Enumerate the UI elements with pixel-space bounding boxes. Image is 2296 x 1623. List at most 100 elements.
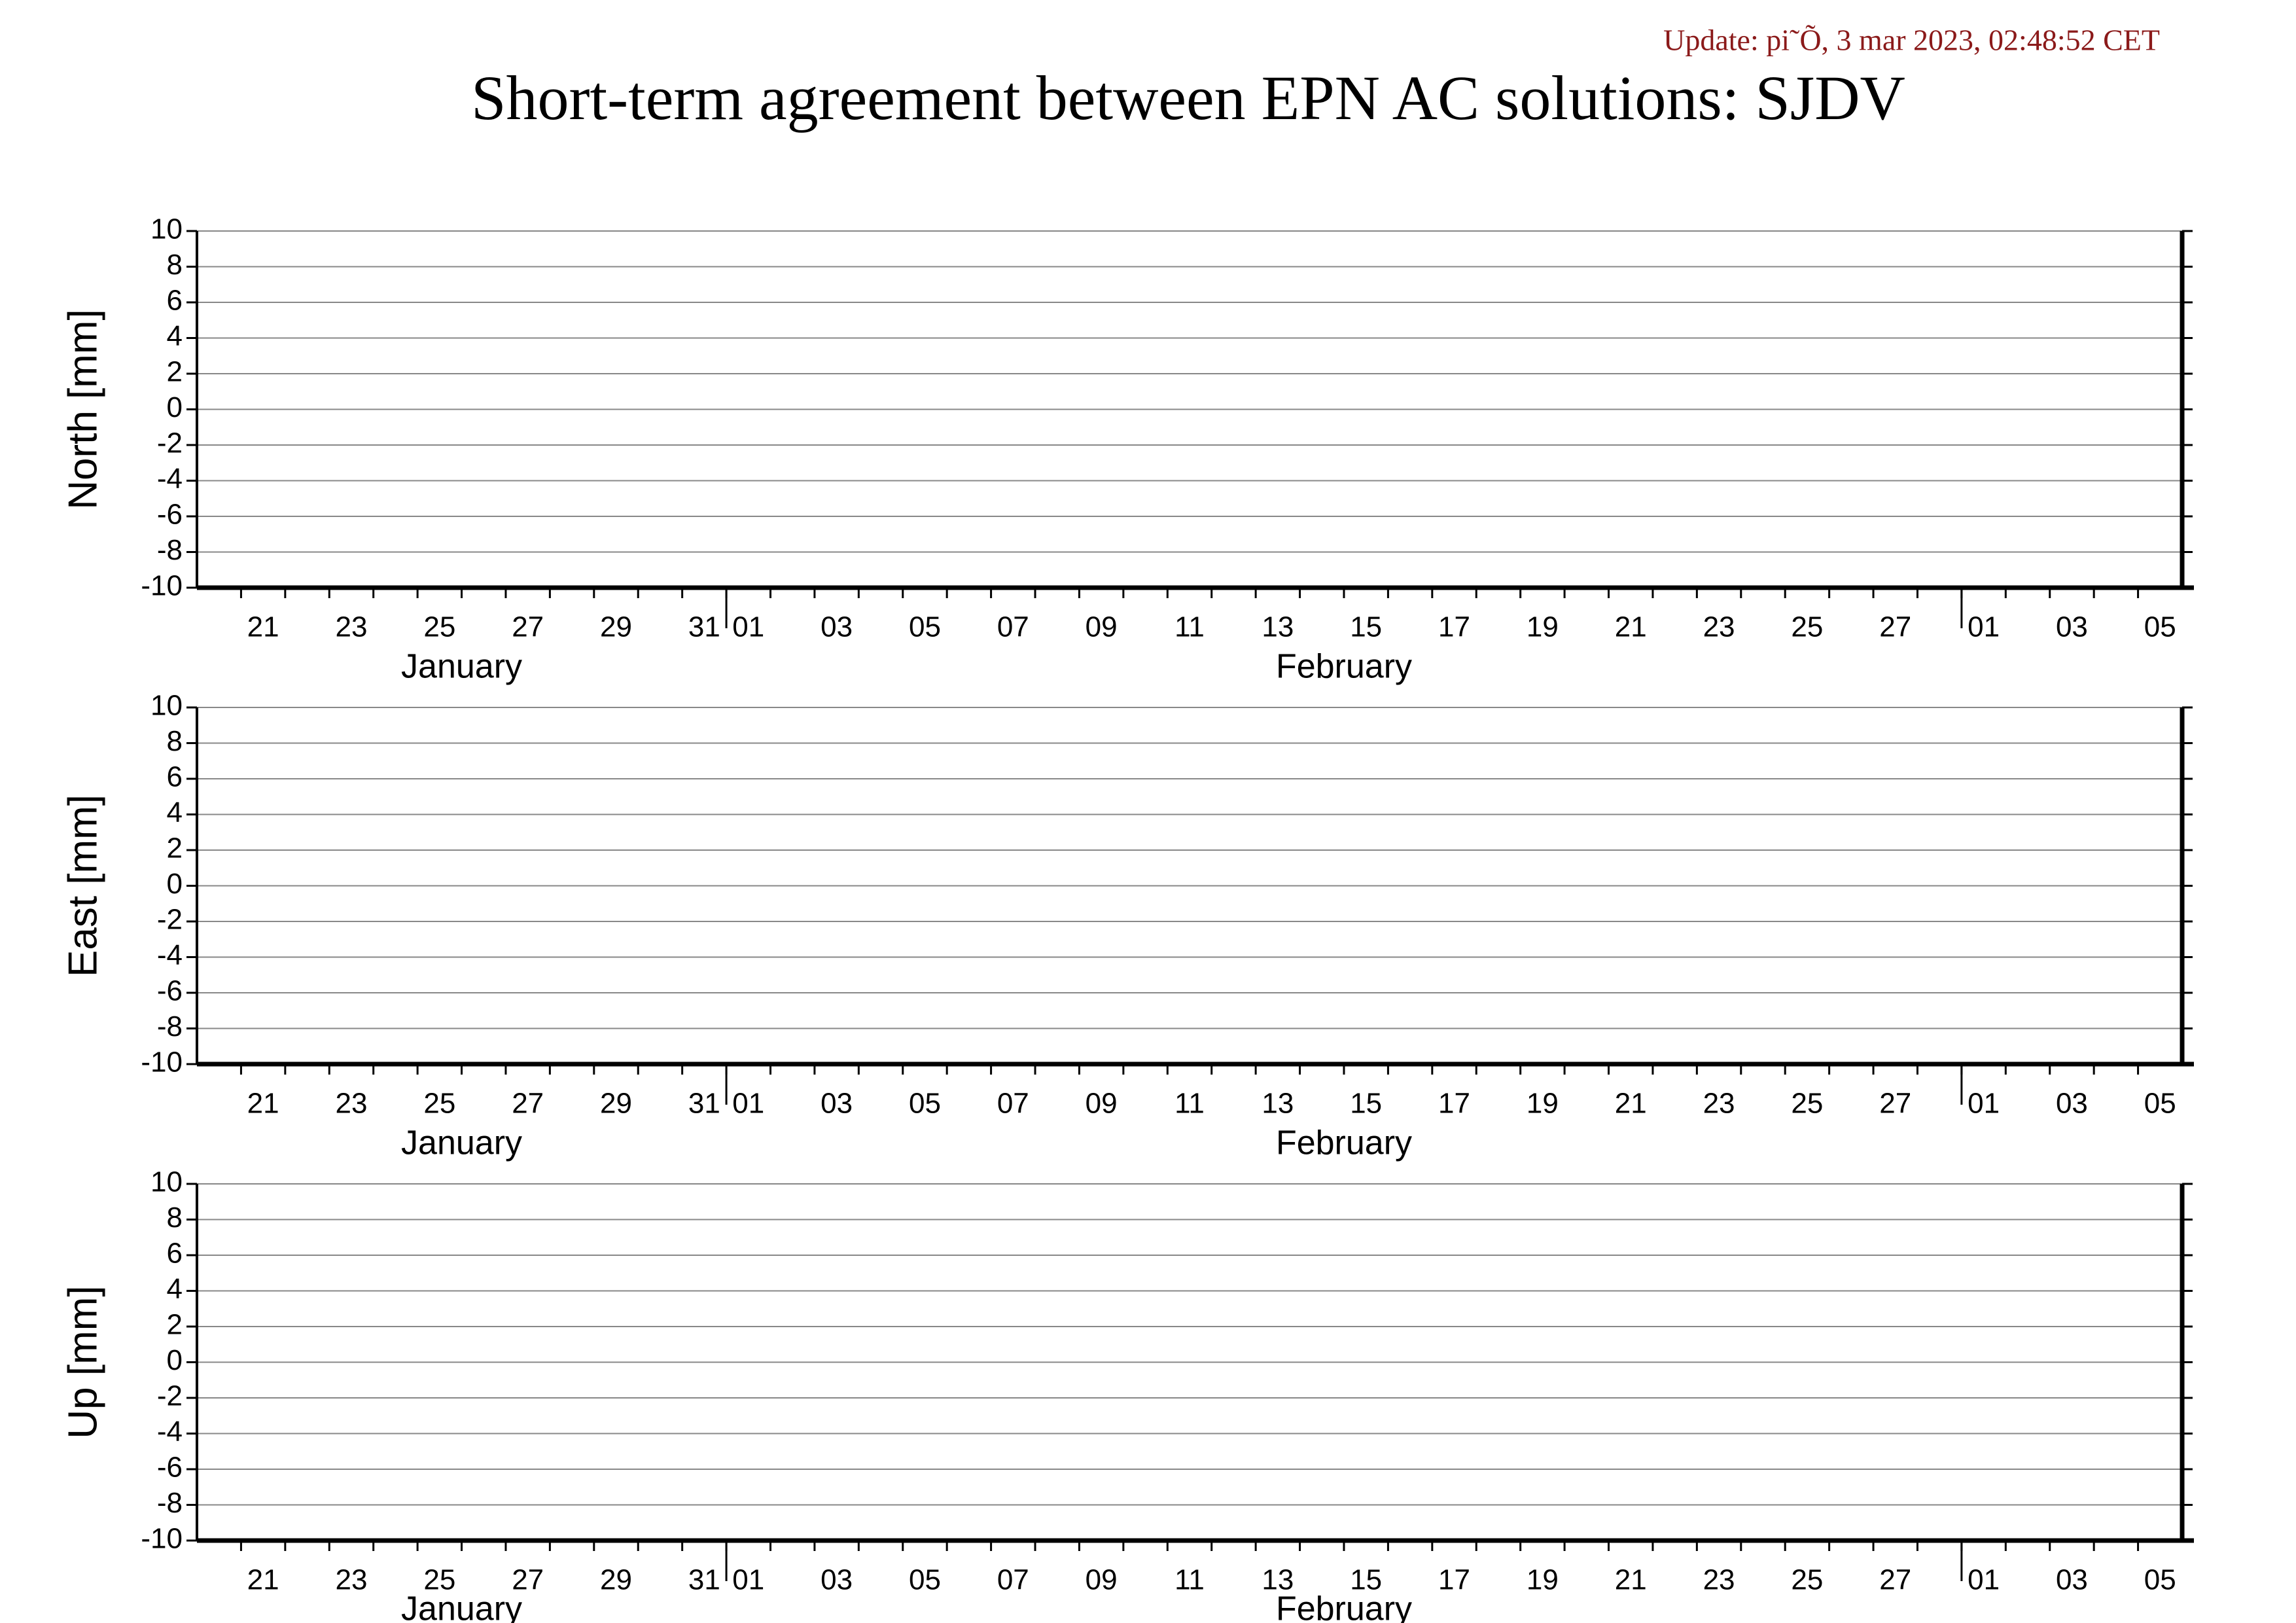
x-tick-label: 01 bbox=[732, 1564, 764, 1596]
x-tick-label: 09 bbox=[1086, 1088, 1118, 1120]
x-tick-label: 05 bbox=[909, 1564, 941, 1596]
x-tick-label: 19 bbox=[1527, 1088, 1559, 1120]
y-tick-label: -2 bbox=[157, 427, 183, 459]
y-tick-label: -8 bbox=[157, 534, 183, 566]
x-tick-label: 01 bbox=[1968, 1564, 2000, 1596]
y-tick-label: -2 bbox=[157, 1380, 183, 1412]
x-tick-label: 29 bbox=[600, 1564, 632, 1596]
chart-title: Short-term agreement between EPN AC solu… bbox=[471, 63, 1905, 133]
x-tick-label: 25 bbox=[1791, 611, 1823, 643]
x-tick-label: 15 bbox=[1350, 1564, 1382, 1596]
y-tick-label: -10 bbox=[141, 1523, 183, 1555]
x-tick-label: 03 bbox=[2056, 1088, 2088, 1120]
y-axis-label: Up [mm] bbox=[60, 1285, 105, 1438]
y-tick-label: 6 bbox=[167, 1238, 183, 1270]
x-tick-label: 03 bbox=[2056, 1564, 2088, 1596]
y-tick-label: 6 bbox=[167, 285, 183, 317]
x-tick-label: 03 bbox=[821, 1564, 853, 1596]
x-tick-label: 09 bbox=[1086, 1564, 1118, 1596]
x-tick-label: 27 bbox=[1879, 611, 1911, 643]
x-tick-label: 21 bbox=[1615, 1088, 1647, 1120]
y-tick-label: 2 bbox=[167, 832, 183, 865]
x-tick-label: 11 bbox=[1174, 611, 1205, 643]
y-tick-label: 10 bbox=[150, 690, 183, 722]
y-tick-label: 10 bbox=[150, 213, 183, 245]
x-tick-label: 23 bbox=[1703, 611, 1735, 643]
y-tick-label: -6 bbox=[157, 499, 183, 531]
x-tick-label: 23 bbox=[1703, 1564, 1735, 1596]
x-tick-label: 27 bbox=[512, 1088, 544, 1120]
y-tick-label: 10 bbox=[150, 1166, 183, 1198]
y-tick-label: -8 bbox=[157, 1010, 183, 1043]
x-tick-label: 27 bbox=[1879, 1088, 1911, 1120]
y-tick-label: 2 bbox=[167, 356, 183, 388]
x-tick-label: 13 bbox=[1262, 1564, 1294, 1596]
x-tick-label: 11 bbox=[1174, 1564, 1205, 1596]
y-tick-label: 4 bbox=[167, 320, 183, 352]
x-tick-label: 21 bbox=[247, 611, 279, 643]
x-tick-label: 21 bbox=[247, 1564, 279, 1596]
x-tick-label: 31 bbox=[688, 1564, 720, 1596]
x-tick-label: 05 bbox=[2144, 611, 2176, 643]
update-text: Update: pi˜Õ, 3 mar 2023, 02:48:52 CET bbox=[1663, 24, 2160, 57]
y-tick-label: -6 bbox=[157, 975, 183, 1007]
y-tick-label: 0 bbox=[167, 391, 183, 423]
x-tick-label: 05 bbox=[909, 611, 941, 643]
x-tick-label: 25 bbox=[423, 1088, 455, 1120]
x-tick-label: 23 bbox=[336, 1564, 368, 1596]
x-tick-label: 19 bbox=[1527, 1564, 1559, 1596]
x-tick-label: 31 bbox=[688, 1088, 720, 1120]
month-label: February bbox=[1276, 1124, 1412, 1162]
y-tick-label: -6 bbox=[157, 1452, 183, 1484]
x-tick-label: 07 bbox=[997, 1564, 1029, 1596]
x-tick-label: 25 bbox=[1791, 1088, 1823, 1120]
y-tick-label: 4 bbox=[167, 796, 183, 829]
x-tick-label: 01 bbox=[732, 1088, 764, 1120]
month-label: February bbox=[1276, 648, 1412, 686]
x-tick-label: 27 bbox=[1879, 1564, 1911, 1596]
x-tick-label: 29 bbox=[600, 611, 632, 643]
y-tick-label: 2 bbox=[167, 1309, 183, 1341]
x-tick-label: 25 bbox=[1791, 1564, 1823, 1596]
x-tick-label: 17 bbox=[1438, 1088, 1470, 1120]
y-tick-label: 8 bbox=[167, 249, 183, 281]
x-tick-label: 13 bbox=[1262, 1088, 1294, 1120]
x-tick-label: 03 bbox=[821, 611, 853, 643]
x-tick-label: 17 bbox=[1438, 611, 1470, 643]
month-label: January bbox=[401, 1124, 522, 1162]
x-tick-label: 31 bbox=[688, 611, 720, 643]
month-label: January bbox=[401, 1590, 522, 1623]
x-tick-label: 01 bbox=[1968, 611, 2000, 643]
y-tick-label: -4 bbox=[157, 1416, 183, 1448]
x-tick-label: 21 bbox=[1615, 1564, 1647, 1596]
x-tick-label: 01 bbox=[1968, 1088, 2000, 1120]
x-tick-label: 21 bbox=[247, 1088, 279, 1120]
y-axis-label: East [mm] bbox=[60, 794, 105, 977]
x-tick-label: 23 bbox=[1703, 1088, 1735, 1120]
x-tick-label: 25 bbox=[423, 611, 455, 643]
month-label: February bbox=[1276, 1590, 1412, 1623]
x-tick-label: 23 bbox=[336, 611, 368, 643]
x-tick-label: 09 bbox=[1086, 611, 1118, 643]
x-tick-label: 03 bbox=[821, 1088, 853, 1120]
x-tick-label: 13 bbox=[1262, 611, 1294, 643]
y-tick-label: -4 bbox=[157, 463, 183, 495]
x-tick-label: 19 bbox=[1527, 611, 1559, 643]
x-tick-label: 27 bbox=[512, 611, 544, 643]
x-tick-label: 05 bbox=[2144, 1088, 2176, 1120]
y-tick-label: 8 bbox=[167, 1202, 183, 1234]
x-tick-label: 17 bbox=[1438, 1564, 1470, 1596]
x-tick-label: 03 bbox=[2056, 611, 2088, 643]
y-tick-label: 0 bbox=[167, 868, 183, 900]
x-tick-label: 05 bbox=[909, 1088, 941, 1120]
x-tick-label: 07 bbox=[997, 1088, 1029, 1120]
x-tick-label: 15 bbox=[1350, 611, 1382, 643]
y-axis-label: North [mm] bbox=[60, 309, 105, 510]
x-tick-label: 27 bbox=[512, 1564, 544, 1596]
x-tick-label: 29 bbox=[600, 1088, 632, 1120]
x-tick-label: 15 bbox=[1350, 1088, 1382, 1120]
y-tick-label: 8 bbox=[167, 725, 183, 757]
x-tick-label: 01 bbox=[732, 611, 764, 643]
y-tick-label: -2 bbox=[157, 904, 183, 936]
